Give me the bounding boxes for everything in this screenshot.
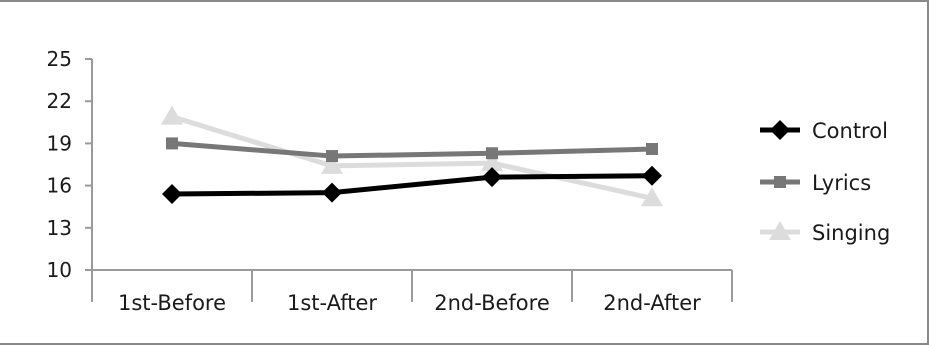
- legend-marker: [769, 221, 791, 240]
- x-tick-label: 1st-After: [287, 291, 377, 315]
- series-singing: [161, 105, 663, 207]
- legend-label: Lyrics: [812, 171, 871, 195]
- data-point-lyrics: [166, 137, 178, 150]
- series-lyrics: [166, 137, 658, 163]
- y-tick-label: 10: [47, 258, 72, 282]
- legend-item-control: Control: [760, 119, 888, 143]
- series-line-lyrics: [171, 140, 653, 159]
- y-tick-label: 19: [47, 131, 72, 155]
- legend-marker: [770, 120, 790, 140]
- y-ticks: 25 22 19 16 13 10: [47, 47, 92, 282]
- data-point-singing: [641, 187, 663, 207]
- data-point-lyrics: [326, 150, 338, 163]
- data-point-control: [642, 165, 662, 186]
- y-tick-label: 22: [47, 89, 72, 113]
- data-point-control: [322, 182, 342, 203]
- y-tick-label: 25: [47, 47, 72, 71]
- y-tick-label: 13: [47, 216, 72, 240]
- data-point-singing: [161, 105, 183, 125]
- legend-marker: [774, 176, 786, 188]
- x-ticks: 1st-Before 1st-After 2nd-Before 2nd-After: [91, 270, 733, 315]
- legend-label: Control: [812, 119, 888, 143]
- x-tick-label: 2nd-Before: [434, 291, 550, 315]
- series-layer: [161, 105, 663, 207]
- data-point-control: [162, 184, 182, 205]
- data-point-control: [482, 167, 502, 188]
- y-tick-label: 16: [47, 174, 72, 198]
- series-control: [162, 165, 662, 205]
- series-line-singing: [171, 114, 653, 201]
- data-point-lyrics: [486, 147, 498, 160]
- data-point-singing: [481, 152, 503, 172]
- series-line-control: [171, 173, 653, 197]
- legend: Control Lyrics Singing: [760, 119, 890, 245]
- x-tick-label: 2nd-After: [603, 291, 701, 315]
- legend-label: Singing: [812, 221, 890, 245]
- legend-item-singing: Singing: [760, 221, 890, 245]
- data-point-singing: [321, 154, 343, 174]
- legend-item-lyrics: Lyrics: [760, 171, 871, 195]
- x-tick-label: 1st-Before: [118, 291, 226, 315]
- data-point-lyrics: [646, 143, 658, 156]
